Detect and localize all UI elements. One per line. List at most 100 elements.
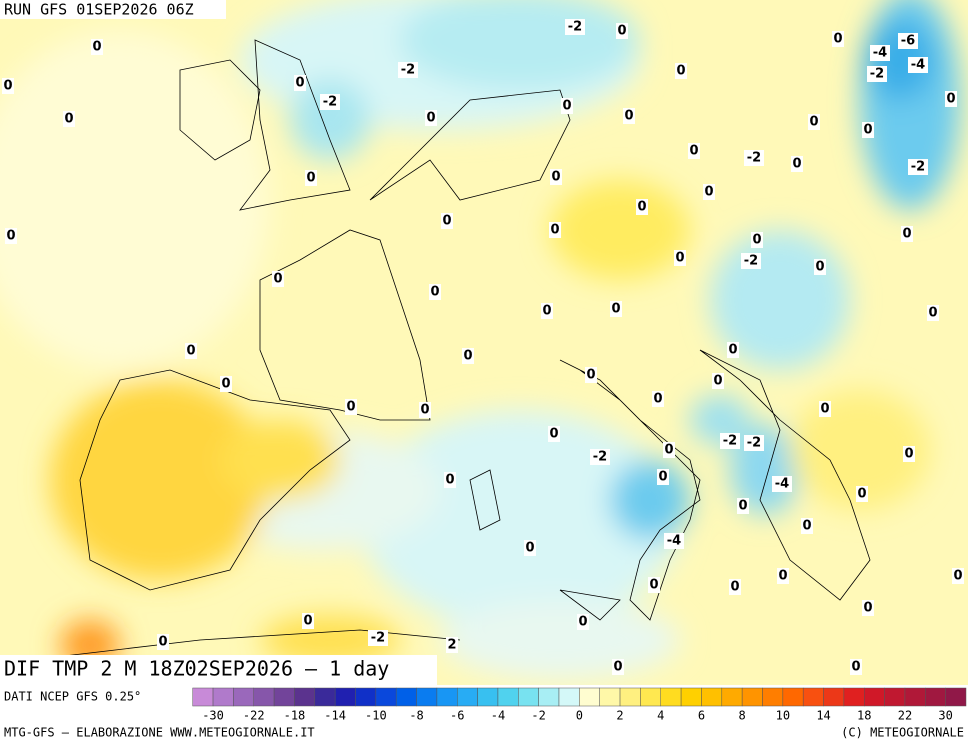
- colorbar-tick-label: -4: [491, 709, 505, 723]
- colorbar-swatch: [538, 687, 560, 707]
- contour-label: 0: [551, 170, 560, 185]
- header-box: [0, 0, 226, 19]
- contour-label-box: [220, 376, 232, 392]
- contour-label-box: [610, 301, 622, 317]
- contour-label-box: [565, 19, 585, 35]
- contour-label: -2: [593, 450, 607, 465]
- contour-label-box: [808, 114, 820, 130]
- colorbar-swatch: [375, 687, 397, 707]
- map-field: [0, 0, 968, 685]
- contour-label: 0: [851, 660, 860, 675]
- title-box: [0, 655, 437, 685]
- contour-label-box: [856, 486, 868, 502]
- contour-label-box: [867, 66, 887, 82]
- contour-label-box: [157, 634, 169, 650]
- contour-label: 0: [904, 447, 913, 462]
- contour-label: 0: [221, 377, 230, 392]
- colorbar-swatch: [497, 687, 519, 707]
- contour-label: 0: [303, 614, 312, 629]
- contour-label: 0: [738, 499, 747, 514]
- contour-label: 0: [549, 427, 558, 442]
- contour-label: 0: [92, 40, 101, 55]
- contour-label-box: [832, 31, 844, 47]
- colorbar-tick-label: -8: [409, 709, 423, 723]
- contour-label-box: [462, 348, 474, 364]
- colorbar-swatch: [314, 687, 336, 707]
- colorbar-tick-label: 30: [938, 709, 952, 723]
- contour-label-box: [91, 39, 103, 55]
- colorbar-tick-label: 2: [616, 709, 623, 723]
- contour-label: 0: [525, 541, 534, 556]
- colorbar-swatch: [355, 687, 377, 707]
- colorbar-tick-label: 10: [776, 709, 790, 723]
- contour-label-box: [185, 343, 197, 359]
- contour-label-box: [908, 159, 928, 175]
- contour-label-box: [524, 540, 536, 556]
- colorbar-swatch: [741, 687, 763, 707]
- contour-label-box: [819, 401, 831, 417]
- contour-label: -2: [723, 434, 737, 449]
- contour-label: 0: [704, 185, 713, 200]
- contour-label-box: [648, 577, 660, 593]
- contour-label: 0: [676, 64, 685, 79]
- data-source: DATI NCEP GFS 0.25°: [4, 690, 141, 704]
- contour-label: -2: [371, 631, 385, 646]
- contour-label-box: [801, 518, 813, 534]
- contour-label-box: [585, 367, 597, 383]
- contour-label-box: [901, 226, 913, 242]
- colorbar-tick-label: -6: [450, 709, 464, 723]
- contour-label: 0: [273, 272, 282, 287]
- contour-label: 0: [617, 24, 626, 39]
- contour-label-box: [814, 259, 826, 275]
- colorbar-swatch: [558, 687, 580, 707]
- contour-label-box: [945, 91, 957, 107]
- colorbar-swatch: [477, 687, 499, 707]
- contour-label: 0: [6, 229, 15, 244]
- contour-label-box: [590, 449, 610, 465]
- contour-label: 0: [728, 343, 737, 358]
- contour-label: 0: [624, 109, 633, 124]
- contour-label: 0: [445, 473, 454, 488]
- contour-label-box: [636, 199, 648, 215]
- colorbar-tick-label: 6: [698, 709, 705, 723]
- contour-label-box: [664, 533, 684, 549]
- credit-right: (C) METEOGIORNALE: [841, 726, 964, 740]
- colorbar-swatch: [518, 687, 539, 707]
- colorbar-swatch: [782, 687, 804, 707]
- colorbar-tick-label: -22: [243, 709, 265, 723]
- contour-label-box: [952, 568, 964, 584]
- colorbar-tick-label: -30: [202, 709, 224, 723]
- contour-label: 0: [689, 144, 698, 159]
- colorbar-swatch: [273, 687, 295, 707]
- contour-label-box: [744, 435, 764, 451]
- contour-label: 0: [792, 157, 801, 172]
- contour-label: 0: [863, 601, 872, 616]
- contour-label: -2: [747, 151, 761, 166]
- colorbar-swatch: [864, 687, 885, 707]
- contour-label-box: [541, 303, 553, 319]
- contour-label: 0: [586, 368, 595, 383]
- contour-label-box: [741, 253, 761, 269]
- contour-label-box: [870, 45, 890, 61]
- colorbar-tick-label: -18: [284, 709, 306, 723]
- contour-label-box: [441, 213, 453, 229]
- colorbar-swatch: [721, 687, 743, 707]
- contour-label: -2: [401, 63, 415, 78]
- contour-label: 0: [857, 487, 866, 502]
- contour-label-box: [63, 111, 75, 127]
- contour-label-box: [688, 143, 700, 159]
- contour-label: 0: [562, 99, 571, 114]
- contour-label: 0: [158, 635, 167, 650]
- contour-label: 0: [426, 111, 435, 126]
- colorbar-swatch: [884, 687, 906, 707]
- colorbar-swatch: [904, 687, 926, 707]
- contour-label: -4: [911, 58, 925, 73]
- contour-label: 0: [3, 79, 12, 94]
- contour-label-box: [862, 600, 874, 616]
- contour-label: 0: [778, 569, 787, 584]
- contour-label: 0: [863, 123, 872, 138]
- contour-label: 0: [946, 92, 955, 107]
- contour-label: -2: [870, 67, 884, 82]
- contour-label: -2: [747, 436, 761, 451]
